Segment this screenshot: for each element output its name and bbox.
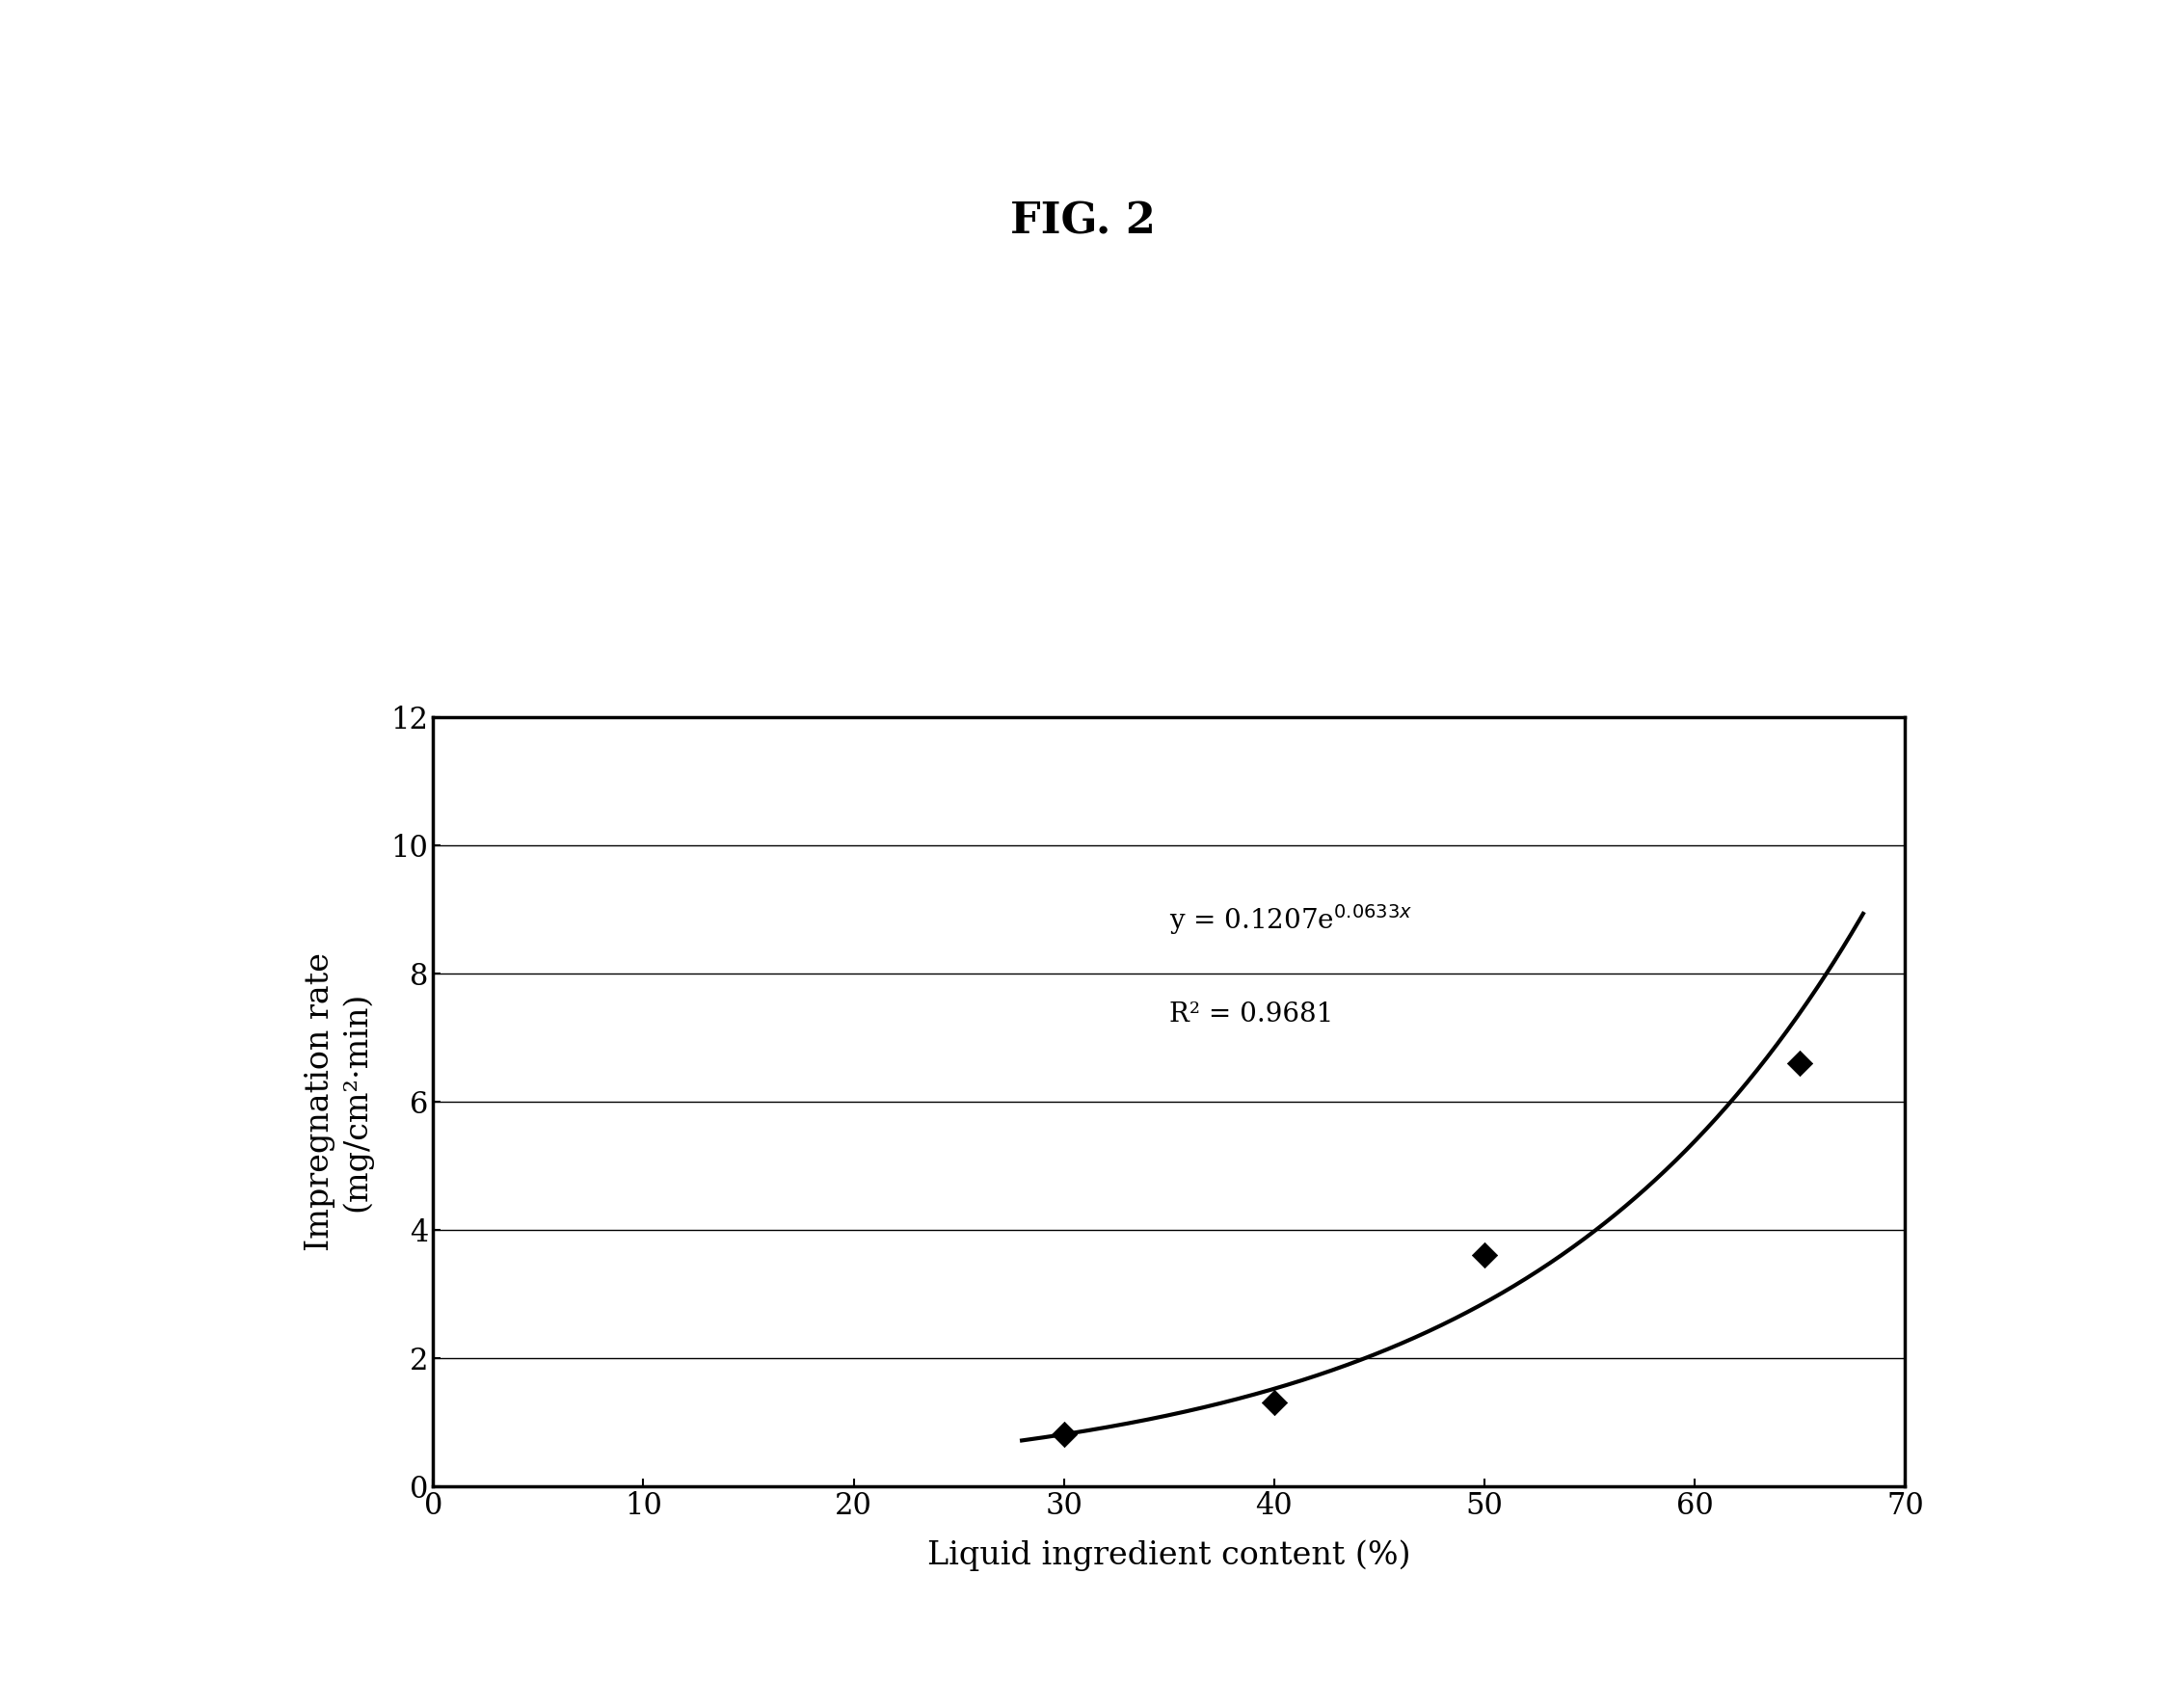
Point: [1782, 1049, 1816, 1078]
Text: FIG. 2: FIG. 2: [1009, 202, 1156, 243]
Text: R² = 0.9681: R² = 0.9681: [1169, 1001, 1334, 1028]
X-axis label: Liquid ingredient content (%): Liquid ingredient content (%): [927, 1539, 1412, 1571]
Point: [1258, 1389, 1293, 1416]
Y-axis label: Impregnation rate
(mg/cm²·min): Impregnation rate (mg/cm²·min): [305, 953, 372, 1250]
Text: y = 0.1207e$^{0.0633x}$: y = 0.1207e$^{0.0633x}$: [1169, 902, 1412, 936]
Point: [1468, 1242, 1503, 1269]
Point: [1046, 1421, 1080, 1448]
